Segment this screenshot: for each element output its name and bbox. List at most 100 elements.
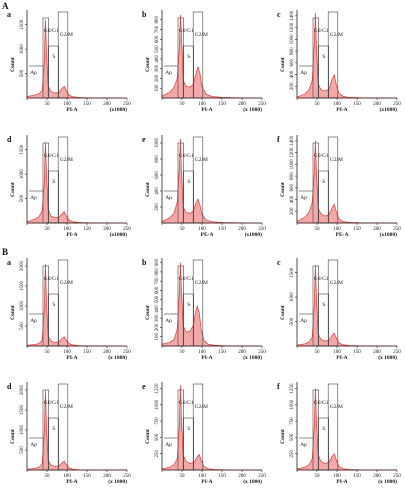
gate-label-g2m: G2/M <box>195 32 208 38</box>
histogram-area <box>161 138 263 224</box>
panel-label: f <box>277 135 280 144</box>
x-axis-label: PI-A <box>336 479 347 485</box>
x-tick-label: 150 <box>353 102 361 107</box>
y-tick-label: 1000 <box>155 138 160 149</box>
y-tick-label: 1000 <box>290 399 295 410</box>
x-tick-label: 150 <box>218 102 226 107</box>
y-tick-label: 200 <box>290 207 295 215</box>
histogram-panel-ad: d Ap G0/G1 S G2/M 50 100 150 200 250 PI-A (x1000) 50… <box>7 135 131 238</box>
histogram-panel-bd: d Ap G0/G1 S G2/M 50 100 150 200 250 PI-A (x 1000) 5… <box>7 382 131 485</box>
gate-label-ap: Ap <box>30 70 37 76</box>
gate-label-g0g1: G0/G1 <box>44 153 59 159</box>
x-tick-label: 200 <box>238 227 246 232</box>
gate-label-s: S <box>52 54 55 60</box>
gate-label-g2m: G2/M <box>330 157 343 163</box>
x-tick-label: 250 <box>258 102 266 107</box>
histogram-area <box>26 263 128 347</box>
panel-label: a <box>7 10 11 19</box>
x-tick-label: 250 <box>123 350 131 355</box>
x-tick-label: 50 <box>315 102 321 107</box>
gate-label-g0g1: G0/G1 <box>179 153 194 159</box>
gate-label-s: S <box>187 426 190 432</box>
gate-label-ap: Ap <box>165 442 172 448</box>
x-tick-label: 150 <box>353 350 361 355</box>
gate-label-g0g1: G0/G1 <box>44 28 59 34</box>
x-tick-label: 200 <box>103 102 111 107</box>
y-tick-label: 700 <box>155 25 160 33</box>
y-tick-label: 1500 <box>20 19 25 30</box>
y-tick-label: 400 <box>155 305 160 313</box>
y-tick-label: 200 <box>290 82 295 90</box>
gate-label-g0g1: G0/G1 <box>179 276 194 282</box>
y-tick-label: 800 <box>290 47 295 55</box>
x-tick-label: 50 <box>315 227 321 232</box>
gate-label-g2m: G2/M <box>60 32 73 38</box>
y-tick-label: 1400 <box>290 10 295 21</box>
gate-label-ap: Ap <box>30 442 37 448</box>
y-axis-label: Count <box>145 57 151 72</box>
y-tick-label: 1000 <box>290 34 295 45</box>
x-axis-label: PI-A <box>201 355 212 361</box>
y-tick-label: 100 <box>155 84 160 92</box>
y-tick-label: 500 <box>20 322 25 330</box>
x-tick-label: 50 <box>45 227 51 232</box>
x-tick-label: 50 <box>45 102 51 107</box>
gate-label-s: S <box>52 179 55 185</box>
x-axis-unit: (x1000) <box>110 231 128 238</box>
gate-label-s: S <box>187 179 190 185</box>
x-axis-label: PI-A <box>336 355 347 361</box>
y-tick-label: 1000 <box>155 399 160 410</box>
y-tick-label: 1200 <box>290 22 295 32</box>
histogram-area <box>161 262 263 347</box>
gate-label-s: S <box>187 54 190 60</box>
x-tick-label: 200 <box>238 350 246 355</box>
x-tick-label: 150 <box>83 350 91 355</box>
x-tick-label: 50 <box>45 350 51 355</box>
panel-label: a <box>7 258 11 267</box>
y-axis-label: Count <box>280 429 286 444</box>
x-tick-label: 100 <box>198 474 206 479</box>
gate-label-g0g1: G0/G1 <box>314 153 329 159</box>
y-tick-label: 500 <box>155 433 160 441</box>
y-tick-label: 750 <box>155 417 160 425</box>
histogram-area <box>161 14 263 99</box>
x-axis-label: PI-A <box>336 107 347 113</box>
gate-label-s: S <box>322 54 325 60</box>
gate-label-g2m: G2/M <box>330 32 343 38</box>
gate-label-ap: Ap <box>300 318 307 324</box>
histogram-area <box>161 385 263 471</box>
y-tick-label: 500 <box>20 194 25 202</box>
y-tick-label: 250 <box>290 449 295 457</box>
y-tick-label: 200 <box>155 74 160 82</box>
gate-g2m <box>57 383 69 471</box>
x-axis-label: PI-A <box>66 232 77 238</box>
x-axis-unit: (x 1000) <box>378 478 397 485</box>
x-tick-label: 100 <box>63 227 71 232</box>
y-tick-label: 500 <box>20 446 25 454</box>
gate-label-ap: Ap <box>300 442 307 448</box>
gate-label-g0g1: G0/G1 <box>44 400 59 406</box>
x-tick-label: 150 <box>218 227 226 232</box>
x-axis-unit: (x1000) <box>380 231 398 238</box>
y-tick-label: 1000 <box>20 44 25 55</box>
gate-label-ap: Ap <box>300 70 307 76</box>
x-tick-label: 50 <box>315 474 321 479</box>
panel-label: b <box>142 10 147 19</box>
panel-label: c <box>277 10 281 19</box>
gate-label-ap: Ap <box>300 195 307 201</box>
x-axis-label: PE-A <box>336 232 349 238</box>
histogram-panel-ab: b Ap G0/G1 S G2/M 50 100 150 200 250 PI-A (x 1000) 1… <box>142 10 266 113</box>
y-axis-label: Count <box>10 57 16 72</box>
histogram-area <box>26 142 128 224</box>
histogram-panel-bc: c Ap G0/G1 S G2/M 50 100 150 200 250 PI-A (x 1000) 5… <box>277 258 401 361</box>
y-tick-label: 400 <box>290 70 295 78</box>
x-tick-label: 200 <box>373 102 381 107</box>
x-tick-label: 100 <box>333 227 341 232</box>
panel-label: d <box>7 382 12 391</box>
y-tick-label: 800 <box>290 172 295 180</box>
y-tick-label: 200 <box>155 203 160 211</box>
y-axis-label: Count <box>280 57 286 72</box>
histogram-area <box>296 265 398 347</box>
x-tick-label: 250 <box>258 227 266 232</box>
